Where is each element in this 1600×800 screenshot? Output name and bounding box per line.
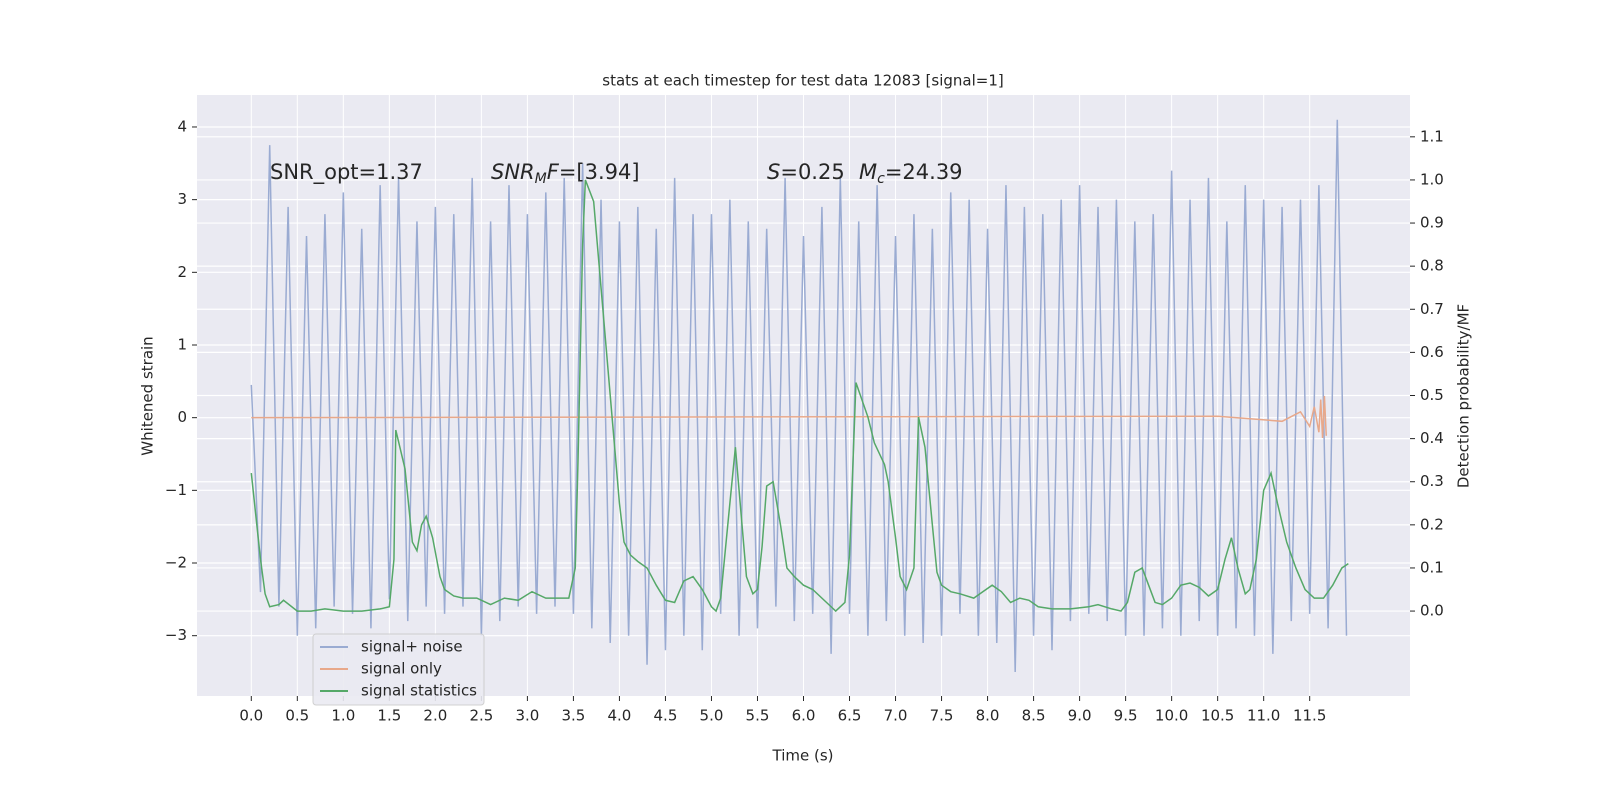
- legend-label: signal only: [361, 660, 442, 678]
- x-tick-label: 6.5: [838, 707, 862, 725]
- annotation-part: =24.39: [885, 160, 963, 184]
- annotation-part: F: [547, 160, 560, 184]
- x-tick-label: 9.0: [1068, 707, 1092, 725]
- legend-label: signal statistics: [361, 682, 477, 700]
- y2-tick-label: 0.4: [1420, 429, 1444, 447]
- x-tick-label: 0.0: [239, 707, 263, 725]
- x-tick-label: 5.0: [700, 707, 724, 725]
- annotation: SNR_opt=1.37: [270, 160, 423, 185]
- annotation-part: M: [535, 171, 547, 187]
- x-tick-label: 7.5: [930, 707, 954, 725]
- x-tick-label: 8.5: [1022, 707, 1046, 725]
- x-tick-label: 10.5: [1201, 707, 1234, 725]
- x-tick-label: 1.5: [377, 707, 401, 725]
- series-line: [250, 119, 1348, 673]
- x-tick-label: 11.0: [1247, 707, 1280, 725]
- annotation-part: =[3.94]: [559, 160, 640, 184]
- annotation-part: SNR: [491, 160, 535, 184]
- x-tick-label: 4.5: [654, 707, 678, 725]
- y-tick-label: 2: [177, 263, 187, 281]
- y2-tick-label: 0.8: [1420, 257, 1444, 275]
- annotation-part: M: [859, 160, 877, 184]
- annotation-part: =0.25: [780, 160, 844, 184]
- y-tick-label: 1: [177, 335, 187, 353]
- x-tick-label: 8.0: [976, 707, 1000, 725]
- y-tick-label: −2: [165, 554, 187, 572]
- y-tick-label: −1: [165, 481, 187, 499]
- y-tick-label: −3: [165, 626, 187, 644]
- x-tick-label: 9.5: [1114, 707, 1138, 725]
- x-tick-label: 10.0: [1155, 707, 1188, 725]
- y-tick-label: 0: [177, 408, 187, 426]
- x-tick-label: 7.0: [884, 707, 908, 725]
- annotation-part: c: [877, 171, 885, 187]
- y2-tick-label: 0.0: [1420, 602, 1444, 620]
- y2-tick-label: 0.9: [1420, 214, 1444, 232]
- x-tick-label: 3.0: [515, 707, 539, 725]
- annotation: S=0.25: [767, 160, 845, 184]
- x-tick-label: 4.0: [608, 707, 632, 725]
- y2-axis-label: Detection probability/MF: [1455, 304, 1473, 488]
- y2-tick-label: 0.6: [1420, 343, 1444, 361]
- x-tick-label: 3.5: [561, 707, 585, 725]
- y-tick-label: 3: [177, 190, 187, 208]
- x-axis-label: Time (s): [772, 747, 834, 765]
- y-tick-label: 4: [177, 117, 187, 135]
- y2-tick-label: 1.0: [1420, 170, 1444, 188]
- x-tick-label: 1.0: [331, 707, 355, 725]
- x-tick-label: 6.0: [792, 707, 816, 725]
- y2-tick-label: 0.3: [1420, 472, 1444, 490]
- x-tick-label: 2.0: [423, 707, 447, 725]
- y2-tick-label: 0.5: [1420, 386, 1444, 404]
- y2-tick-label: 0.7: [1420, 300, 1444, 318]
- labels: 0.0 0.5 1.0 1.5 2.0 2.5 3.0 3.5 4.0 4.5 5.0 5.5 6.0 6…: [165, 117, 1444, 724]
- series-line: [251, 395, 1327, 439]
- annotation-part: S: [767, 160, 780, 184]
- y2-tick-label: 0.1: [1420, 558, 1444, 576]
- legend-label: signal+ noise: [361, 638, 463, 656]
- annotation: Mc=24.39: [859, 160, 963, 187]
- x-tick-label: 0.5: [285, 707, 309, 725]
- chart-title: stats at each timestep for test data 120…: [602, 72, 1003, 90]
- annotation-part: SNR_opt=1.37: [270, 160, 423, 185]
- x-tick-label: 2.5: [469, 707, 493, 725]
- y2-tick-label: 1.1: [1420, 127, 1444, 145]
- x-tick-label: 5.5: [746, 707, 770, 725]
- y-axis-label: Whitened strain: [139, 336, 157, 455]
- y2-tick-label: 0.2: [1420, 515, 1444, 533]
- series-line: [250, 179, 1349, 613]
- marks: [250, 119, 1349, 673]
- legend-box: [312, 633, 485, 706]
- annotation: SNRMF=[3.94]: [491, 160, 640, 187]
- x-tick-label: 11.5: [1293, 707, 1326, 725]
